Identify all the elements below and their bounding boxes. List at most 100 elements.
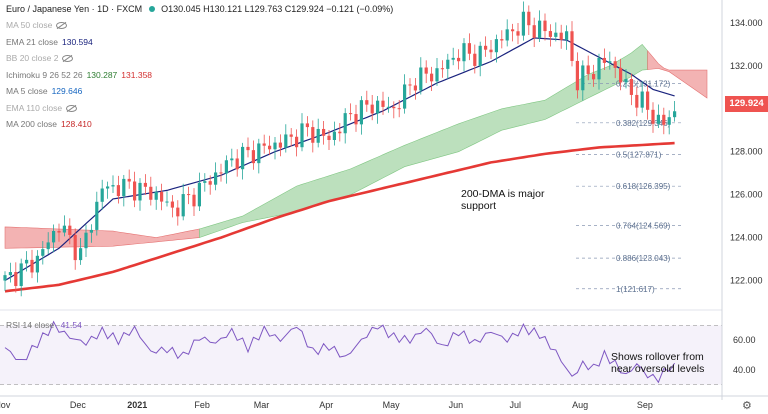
time-tick-label: Aug (572, 400, 588, 410)
last-price-tag: 129.924 (725, 96, 768, 112)
candle-body (667, 117, 671, 125)
indicator-legend-item[interactable]: MA 50 close (6, 20, 68, 30)
candle-body (435, 68, 439, 82)
indicator-legend-item[interactable]: EMA 110 close (6, 102, 78, 113)
candle-body (413, 85, 417, 91)
candle-body (662, 114, 666, 125)
fib-label: 0.886(123.043) (616, 254, 671, 263)
candle-body (311, 127, 315, 143)
indicator-legend-item[interactable]: Ichimoku 9 26 52 26 130.287 131.358 (6, 70, 152, 80)
candle-body (651, 109, 655, 124)
dma-annotation: support (461, 200, 496, 212)
candle-body (30, 259, 34, 273)
candle-body (52, 230, 56, 243)
candle-body (457, 57, 461, 62)
candle-body (403, 84, 407, 109)
candle-body (467, 43, 471, 54)
time-tick-label: Apr (319, 400, 333, 410)
candle-body (343, 113, 347, 134)
candle-body (613, 61, 617, 68)
indicator-name: EMA 21 close (6, 36, 58, 47)
time-tick-label: Jul (510, 400, 522, 410)
candle-body (559, 32, 563, 40)
candle-body (322, 128, 326, 136)
indicator-legend-item[interactable]: MA 5 close 129.646 (6, 86, 82, 96)
candle-body (581, 65, 585, 91)
candle-body (219, 172, 223, 174)
indicator-legend-item[interactable]: EMA 21 close 130.594 (6, 37, 93, 47)
time-tick-label: Mar (254, 400, 270, 410)
rsi-tick-label: 40.00 (733, 365, 756, 375)
candle-body (548, 31, 552, 37)
candle-body (332, 131, 336, 140)
candle-body (397, 108, 401, 110)
candle-body (149, 186, 153, 200)
candle-body (462, 43, 466, 62)
candle-body (608, 61, 612, 63)
rsi-line (4, 320, 676, 384)
price-tick-label: 124.000 (730, 233, 763, 243)
price-tick-label: 128.000 (730, 147, 763, 157)
ohlc-readout: O130.045 H130.121 L129.763 C129.924 −0.1… (161, 4, 394, 14)
dma-annotation: 200-DMA is major (461, 188, 545, 200)
candle-body (635, 94, 639, 108)
candle-body (527, 11, 531, 26)
candle-body (143, 182, 147, 187)
rsi-tick-label: 60.00 (733, 335, 756, 345)
symbol-label: Euro / Japanese Yen · 1D · FXCM (6, 4, 143, 14)
candle-body (89, 229, 93, 233)
candle-body (629, 78, 633, 95)
candle-body (268, 145, 272, 150)
candle-body (278, 142, 282, 148)
candle-body (95, 201, 99, 230)
candle-body (214, 172, 218, 185)
candle-body (19, 263, 23, 287)
hidden-eye-icon[interactable] (56, 22, 68, 30)
candle-body (187, 194, 191, 196)
price-tick-label: 126.000 (730, 190, 763, 200)
price-tick-label: 132.000 (730, 61, 763, 71)
candle-body (203, 181, 207, 183)
candle-body (624, 78, 628, 83)
fib-label: 1(121.617) (616, 285, 655, 294)
candle-body (208, 181, 212, 185)
candle-body (473, 53, 477, 66)
candle-body (419, 67, 423, 91)
candle-body (430, 73, 434, 82)
candle-body (84, 232, 88, 249)
time-tick-label: Feb (194, 400, 210, 410)
hidden-eye-icon[interactable] (62, 55, 74, 63)
candle-body (586, 65, 590, 74)
candle-body (532, 25, 536, 38)
hidden-eye-icon[interactable] (66, 104, 78, 112)
time-tick-label: Dec (70, 400, 87, 410)
candle-body (111, 185, 115, 187)
indicator-legend-item[interactable]: BB 20 close 2 (6, 53, 74, 63)
gear-icon[interactable]: ⚙ (742, 399, 752, 412)
indicator-name: EMA 110 close (6, 102, 63, 113)
rsi-legend-value: 41.54 (60, 320, 82, 330)
candle-body (349, 113, 353, 115)
candle-body (305, 123, 309, 128)
candle-body (451, 57, 455, 60)
status-dot (148, 6, 155, 12)
candle-body (440, 68, 444, 70)
time-tick-label: Sep (637, 400, 653, 410)
candle-body (300, 123, 304, 148)
candle-body (138, 182, 142, 201)
price-tick-label: 134.000 (730, 18, 763, 28)
fib-label: 0.236(131.172) (616, 80, 671, 89)
indicator-value-2: 131.358 (121, 69, 153, 80)
candle-body (354, 114, 358, 125)
indicator-legend-item[interactable]: MA 200 close 128.410 (6, 119, 92, 129)
candle-body (484, 45, 488, 50)
indicator-name: BB 20 close 2 (6, 53, 59, 63)
indicator-value: 130.594 (61, 36, 93, 47)
candle-body (25, 259, 29, 264)
candle-body (160, 191, 164, 202)
candle-body (14, 272, 18, 287)
candle-body (511, 29, 515, 32)
